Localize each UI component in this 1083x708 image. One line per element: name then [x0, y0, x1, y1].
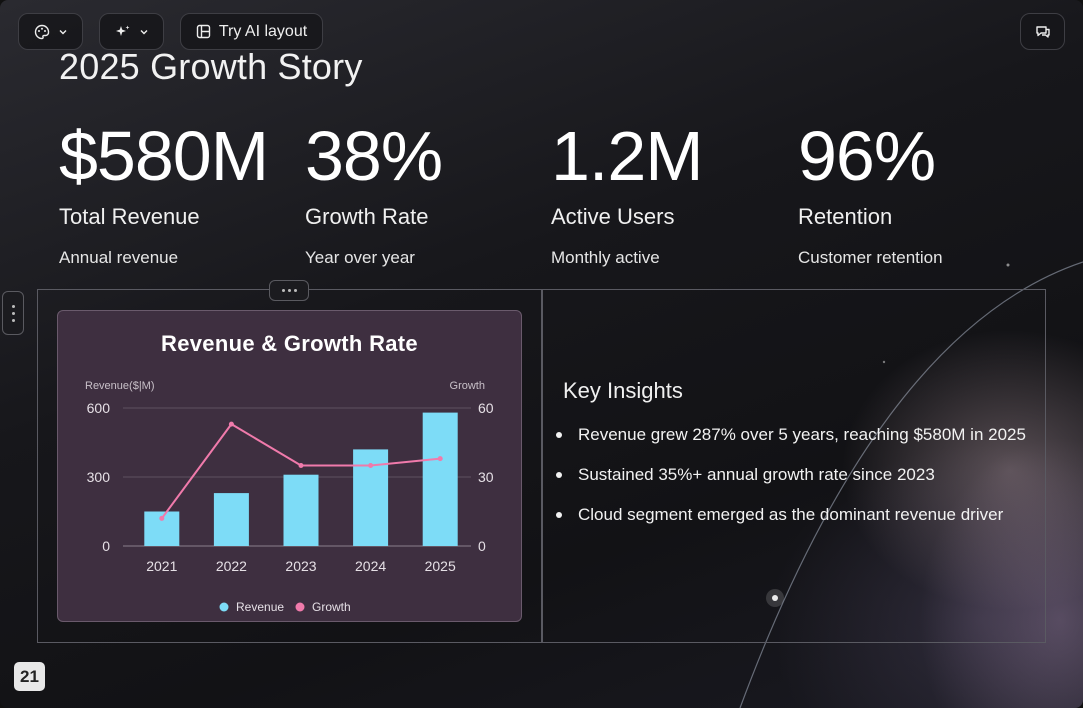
y-axis-title: Revenue($|M) [85, 380, 155, 392]
chart-card[interactable]: Revenue & Growth Rate Revenue($|M) Growth… [57, 310, 522, 622]
column-divider[interactable] [541, 289, 543, 643]
x-tick-label: 2025 [425, 558, 456, 574]
bar [422, 412, 458, 546]
y-tick-label: 300 [87, 469, 111, 485]
legend-marker-growth [295, 602, 305, 612]
stat-value: $580M [59, 117, 269, 195]
growth-point [368, 463, 374, 468]
x-tick-label: 2024 [355, 558, 386, 574]
growth-point [437, 456, 443, 462]
try-ai-layout-button[interactable]: Try AI layout [180, 13, 323, 50]
x-tick-label: 2021 [146, 558, 177, 574]
y2-tick-label: 60 [478, 400, 494, 416]
stat-growth-rate: 38% Growth Rate Year over year [305, 118, 545, 268]
chevron-down-icon [140, 29, 147, 34]
bar [213, 493, 249, 546]
stat-total-revenue: $580M Total Revenue Annual revenue [59, 118, 299, 268]
x-tick-label: 2023 [285, 558, 316, 574]
try-ai-layout-label: Try AI layout [218, 22, 308, 40]
y2-tick-label: 30 [478, 469, 494, 485]
block-drag-handle[interactable] [269, 280, 309, 301]
chart-title: Revenue & Growth Rate [161, 331, 418, 356]
legend-label-growth: Growth [312, 600, 351, 614]
palette-icon [34, 24, 49, 39]
stat-description: Annual revenue [59, 248, 179, 267]
stat-description: Year over year [305, 248, 415, 267]
list-item: Cloud segment emerged as the dominant re… [556, 502, 1026, 527]
stat-active-users: 1.2M Active Users Monthly active [551, 118, 791, 268]
ai-button[interactable] [99, 13, 164, 50]
comments-button[interactable] [1020, 13, 1065, 50]
stat-description: Customer retention [798, 248, 943, 267]
stat-label: Growth Rate [305, 204, 429, 229]
stat-value: 96% [798, 117, 936, 195]
legend-label-revenue: Revenue [236, 600, 284, 614]
slide-title: 2025 Growth Story [59, 46, 363, 87]
list-item: Revenue grew 287% over 5 years, reaching… [556, 422, 1026, 447]
growth-point [298, 463, 304, 468]
y2-tick-label: 0 [478, 538, 486, 554]
stat-label: Retention [798, 204, 893, 229]
insights-list: Revenue grew 287% over 5 years, reaching… [556, 422, 1026, 542]
x-tick-label: 2022 [216, 558, 247, 574]
revenue-growth-chart: Revenue($|M) Growth 0 300 600 0 30 60 2021 2022 20… [85, 380, 494, 614]
page-number[interactable]: 21 [14, 662, 45, 691]
stat-label: Active Users [551, 204, 675, 229]
row-drag-handle[interactable] [2, 291, 24, 335]
bar [283, 474, 319, 546]
comments-icon [1035, 25, 1050, 38]
sparkle-icon [115, 25, 129, 36]
y-tick-label: 600 [87, 400, 111, 416]
stat-value: 38% [305, 117, 443, 195]
stat-value: 1.2M [551, 117, 704, 195]
growth-point [159, 515, 165, 521]
theme-button[interactable] [18, 13, 83, 50]
legend-marker-revenue [219, 602, 229, 612]
stat-description: Monthly active [551, 248, 660, 267]
layout-icon [196, 24, 211, 39]
stat-label: Total Revenue [59, 204, 200, 229]
stat-retention: 96% Retention Customer retention [798, 118, 1038, 268]
list-item: Sustained 35%+ annual growth rate since … [556, 462, 1026, 487]
y-tick-label: 0 [102, 538, 110, 554]
chevron-down-icon [59, 29, 66, 34]
growth-point [228, 421, 234, 427]
insights-title: Key Insights [563, 378, 683, 403]
y2-axis-title: Growth [450, 380, 485, 392]
